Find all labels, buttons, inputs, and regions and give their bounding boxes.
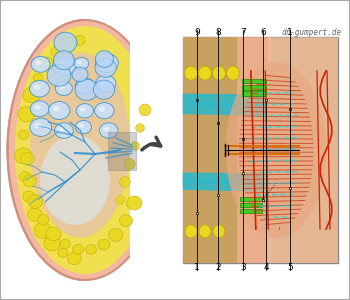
Ellipse shape: [53, 106, 60, 111]
Ellipse shape: [60, 37, 76, 51]
Ellipse shape: [40, 135, 110, 225]
Text: 6: 6: [260, 28, 266, 37]
Ellipse shape: [108, 228, 123, 241]
Text: dr-gumpert.de: dr-gumpert.de: [282, 28, 342, 37]
Ellipse shape: [14, 148, 32, 164]
Ellipse shape: [29, 80, 49, 97]
Bar: [242, 79, 266, 83]
Ellipse shape: [55, 81, 72, 95]
Ellipse shape: [59, 85, 64, 89]
Ellipse shape: [226, 66, 239, 80]
Ellipse shape: [95, 51, 113, 67]
Bar: [183, 37, 338, 263]
Text: 2: 2: [215, 263, 221, 272]
Ellipse shape: [212, 66, 225, 80]
Ellipse shape: [72, 67, 88, 82]
Text: 8: 8: [215, 28, 221, 37]
Ellipse shape: [198, 66, 211, 80]
Ellipse shape: [23, 175, 36, 187]
Text: 1: 1: [287, 28, 293, 37]
Ellipse shape: [33, 73, 43, 83]
Ellipse shape: [96, 75, 116, 92]
Ellipse shape: [120, 177, 130, 187]
Ellipse shape: [139, 104, 151, 116]
Ellipse shape: [125, 159, 135, 169]
Ellipse shape: [28, 195, 43, 208]
Bar: [242, 91, 266, 96]
Ellipse shape: [54, 51, 74, 70]
Ellipse shape: [93, 80, 114, 99]
Ellipse shape: [80, 107, 85, 112]
Ellipse shape: [127, 196, 142, 210]
Ellipse shape: [18, 106, 35, 122]
Ellipse shape: [77, 60, 82, 64]
Bar: [240, 203, 262, 207]
Ellipse shape: [119, 215, 133, 226]
Ellipse shape: [116, 196, 124, 204]
Ellipse shape: [51, 46, 63, 57]
Bar: [240, 196, 262, 201]
Ellipse shape: [100, 58, 108, 64]
Bar: [268, 37, 338, 263]
Ellipse shape: [184, 66, 197, 80]
Ellipse shape: [30, 52, 130, 238]
Ellipse shape: [72, 244, 83, 254]
Ellipse shape: [99, 106, 105, 112]
Bar: [237, 37, 271, 263]
Ellipse shape: [185, 225, 197, 238]
Ellipse shape: [38, 214, 49, 224]
Ellipse shape: [199, 225, 211, 238]
Ellipse shape: [35, 60, 41, 65]
Ellipse shape: [74, 57, 89, 70]
Ellipse shape: [94, 103, 114, 119]
Text: 3: 3: [240, 263, 246, 272]
Bar: [240, 209, 262, 213]
Ellipse shape: [58, 248, 68, 257]
Ellipse shape: [28, 208, 42, 221]
Ellipse shape: [54, 32, 77, 53]
Text: 4: 4: [263, 263, 269, 272]
Ellipse shape: [46, 227, 61, 241]
Ellipse shape: [40, 57, 54, 70]
Ellipse shape: [19, 130, 29, 139]
Ellipse shape: [75, 120, 91, 134]
Ellipse shape: [75, 78, 94, 94]
Bar: [130, 15, 250, 285]
Bar: [242, 85, 266, 89]
Ellipse shape: [226, 62, 326, 238]
Text: 9: 9: [194, 28, 200, 37]
Ellipse shape: [98, 239, 110, 250]
Ellipse shape: [15, 26, 155, 274]
Ellipse shape: [30, 118, 52, 136]
Text: 7: 7: [240, 28, 246, 37]
Ellipse shape: [103, 127, 110, 131]
Bar: [108, 132, 136, 170]
Ellipse shape: [34, 105, 41, 110]
Ellipse shape: [58, 127, 65, 131]
Ellipse shape: [49, 102, 70, 119]
Ellipse shape: [86, 244, 96, 254]
Ellipse shape: [34, 123, 42, 128]
Ellipse shape: [23, 191, 35, 202]
Ellipse shape: [19, 172, 30, 182]
Text: 1: 1: [194, 263, 200, 272]
Ellipse shape: [7, 20, 162, 280]
Ellipse shape: [23, 87, 40, 103]
Ellipse shape: [30, 101, 49, 117]
Ellipse shape: [20, 153, 34, 165]
Ellipse shape: [136, 124, 144, 132]
Ellipse shape: [67, 252, 81, 265]
Ellipse shape: [79, 124, 84, 128]
Ellipse shape: [55, 123, 73, 138]
Ellipse shape: [131, 142, 139, 150]
Ellipse shape: [96, 54, 118, 73]
Ellipse shape: [213, 225, 225, 238]
Ellipse shape: [75, 79, 98, 100]
Ellipse shape: [74, 35, 85, 46]
Ellipse shape: [44, 236, 61, 251]
Text: 5: 5: [287, 263, 293, 272]
Ellipse shape: [34, 223, 51, 238]
Ellipse shape: [34, 85, 40, 89]
Ellipse shape: [47, 64, 71, 86]
